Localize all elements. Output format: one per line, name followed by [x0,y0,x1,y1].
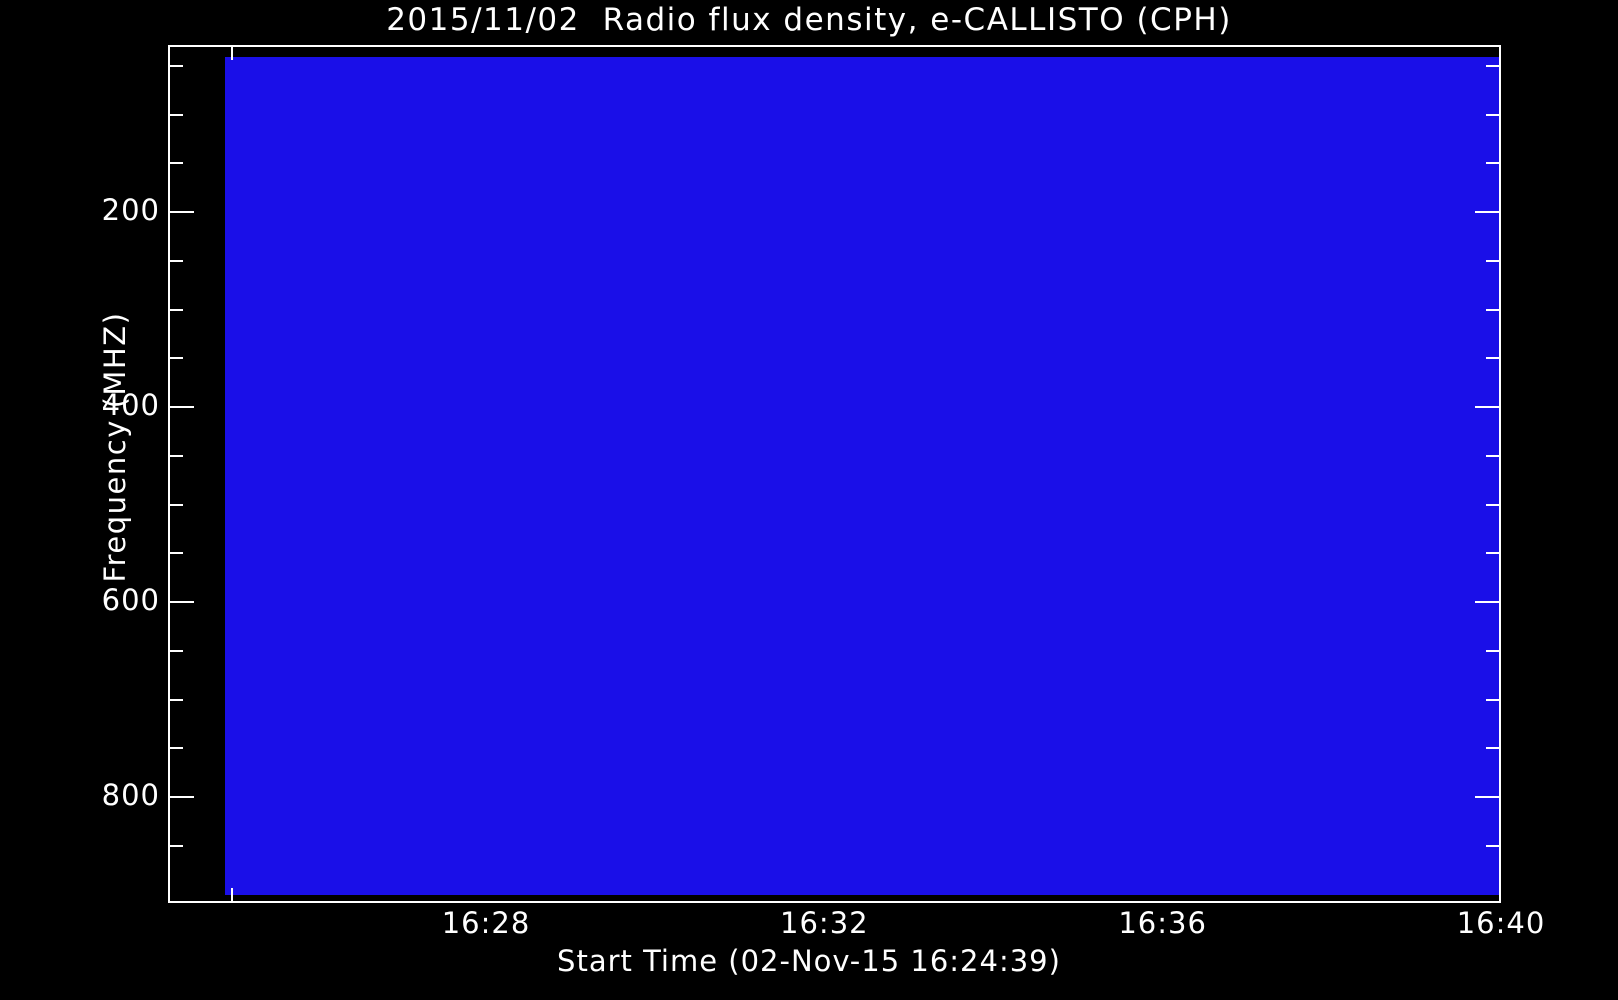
y-tick-minor-right [1486,747,1501,750]
y-tick-minor [168,503,183,506]
x-axis-title: Start Time (02-Nov-15 16:24:39) [557,944,1061,978]
y-tick-major-right [1475,211,1501,213]
y-tick-major-right [1475,601,1501,603]
y-axis-title: Frequency (MHZ) [98,311,132,583]
y-tick-minor [168,64,183,67]
y-tick-major [168,211,194,213]
y-tick-minor-right [1486,454,1501,457]
y-tick-label: 400 [101,388,160,422]
y-tick-minor-right [1486,698,1501,701]
y-tick-minor-right [1486,308,1501,311]
y-tick-minor [168,308,183,311]
y-tick-major [168,406,194,408]
x-tick-label: 16:36 [1118,906,1207,940]
y-tick-minor [168,357,183,360]
y-tick-major [168,601,194,603]
y-tick-minor-right [1486,64,1501,67]
y-tick-major-right [1475,796,1501,798]
spectrogram-canvas-wrap [225,57,1499,895]
x-tick-label: 16:40 [1456,906,1546,940]
y-tick-minor [168,454,183,457]
y-tick-minor [168,698,183,701]
x-tick-minor [231,888,234,903]
y-tick-minor-right [1486,503,1501,506]
x-tick-minor-top [231,45,234,60]
y-tick-minor [168,552,183,555]
y-tick-minor [168,747,183,750]
y-tick-minor [168,844,183,847]
y-tick-minor-right [1486,844,1501,847]
x-tick-label: 16:32 [780,906,869,940]
y-tick-minor [168,162,183,165]
y-tick-minor [168,113,183,116]
y-tick-minor-right [1486,113,1501,116]
page-title: 2015/11/02 Radio flux density, e-CALLIST… [386,2,1232,38]
x-tick-label: 16:28 [441,906,531,940]
y-tick-minor [168,649,183,652]
axis-frame [168,45,1501,903]
y-tick-label: 800 [101,778,160,812]
y-tick-minor-right [1486,552,1501,555]
y-tick-minor-right [1486,357,1501,360]
y-tick-minor [168,259,183,262]
y-tick-major-right [1475,406,1501,408]
y-tick-minor-right [1486,649,1501,652]
y-tick-minor-right [1486,162,1501,165]
y-tick-major [168,796,194,798]
y-tick-label: 200 [101,193,160,227]
y-tick-label: 600 [101,583,160,617]
y-tick-minor-right [1486,259,1501,262]
